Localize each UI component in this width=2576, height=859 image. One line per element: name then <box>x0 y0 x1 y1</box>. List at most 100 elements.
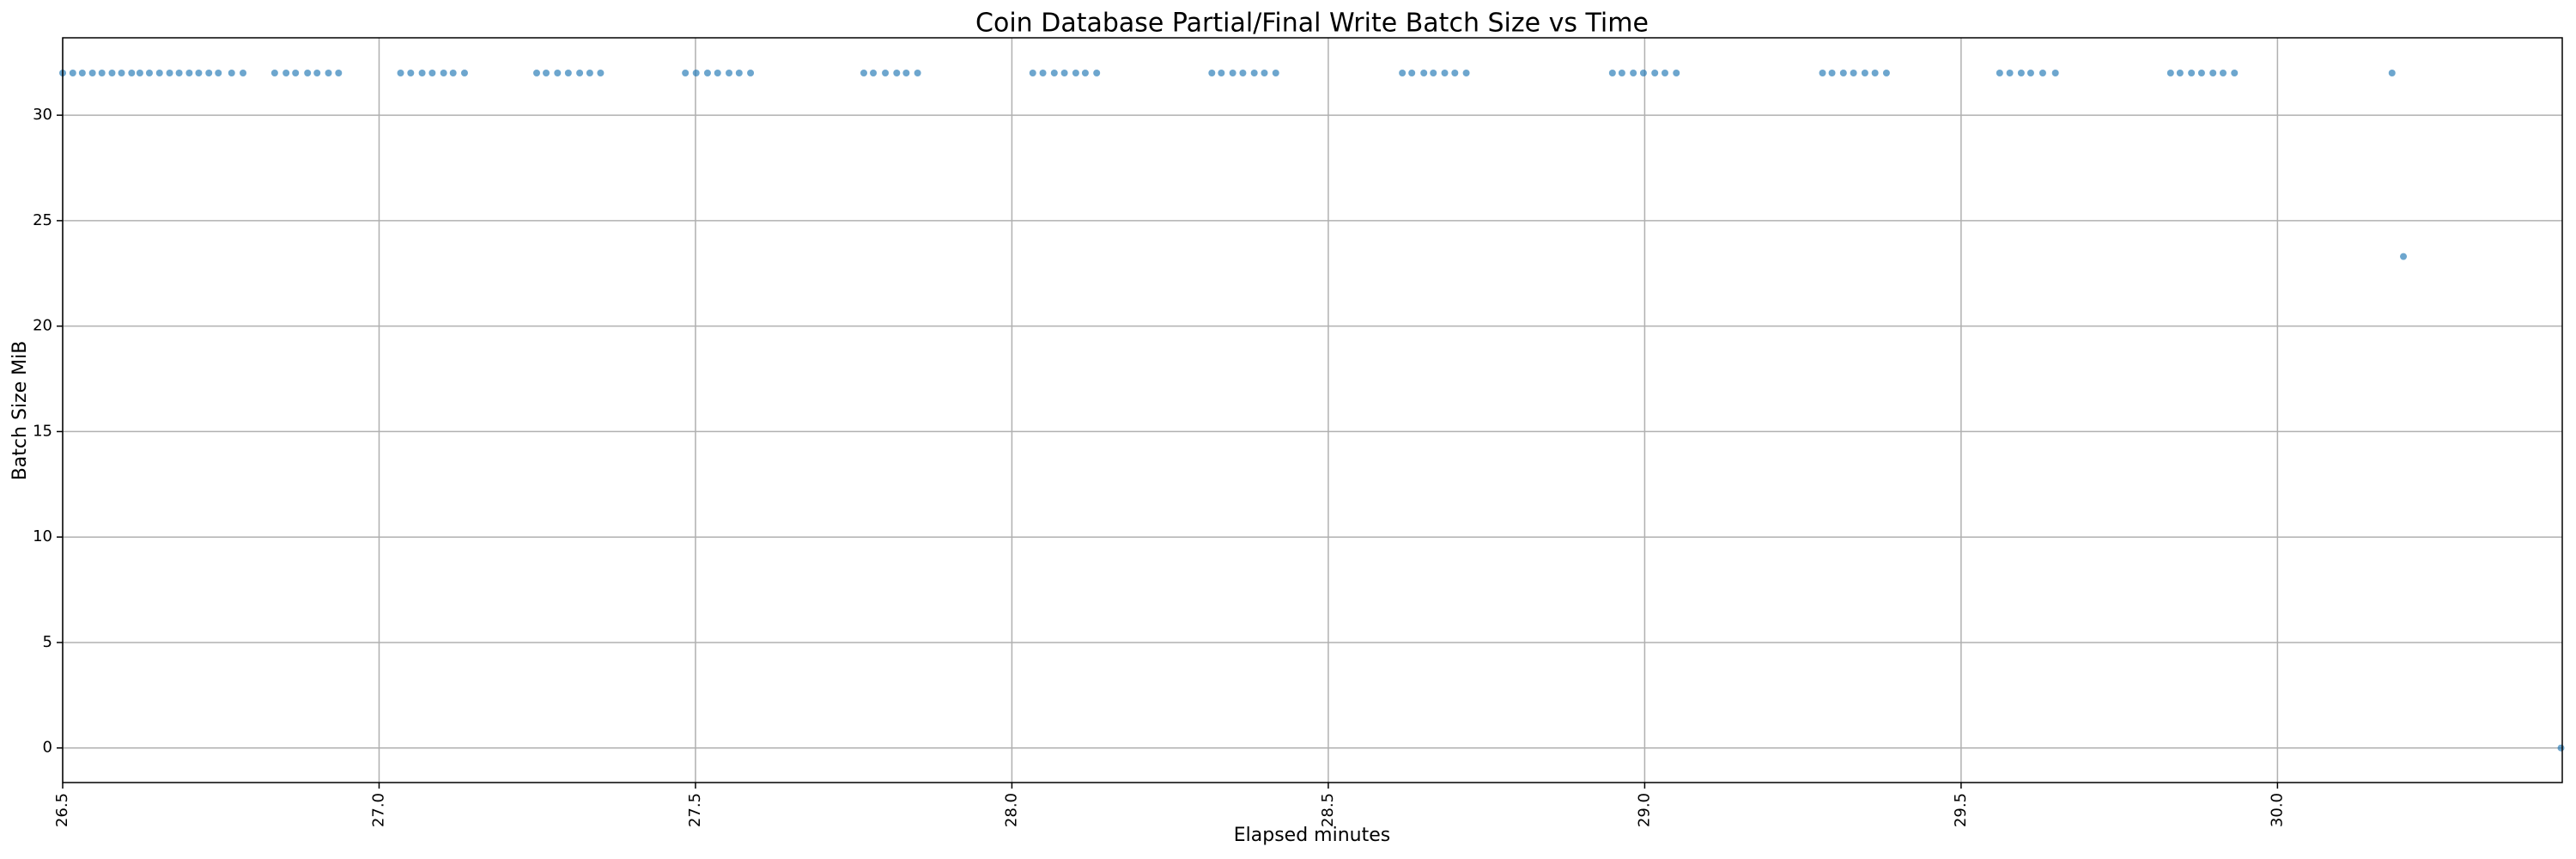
point <box>205 70 213 77</box>
y-tick-label: 5 <box>43 633 52 651</box>
point <box>2400 253 2408 260</box>
point <box>88 70 96 77</box>
x-tick-label: 27.5 <box>686 793 704 827</box>
point <box>1861 70 1868 77</box>
point <box>1408 70 1416 77</box>
point <box>1430 70 1437 77</box>
point <box>2209 70 2217 77</box>
y-tick-label: 10 <box>33 527 52 545</box>
point <box>283 70 290 77</box>
point <box>2006 70 2014 77</box>
ticks: 0 5 10 15 20 25 30 26.5 27.0 27.5 28.0 28.5 29.0 29.5… <box>33 106 2286 827</box>
point <box>1828 70 1836 77</box>
point <box>586 70 593 77</box>
y-tick-label: 15 <box>33 422 52 440</box>
point <box>440 70 447 77</box>
points <box>59 70 2565 752</box>
point <box>1850 70 1857 77</box>
point <box>1608 70 1616 77</box>
point <box>195 70 203 77</box>
point <box>1819 70 1826 77</box>
point <box>313 70 321 77</box>
chart-title: Coin Database Partial/Final Write Batch … <box>975 9 1649 39</box>
point <box>1673 70 1680 77</box>
point <box>1618 70 1625 77</box>
point <box>2176 70 2184 77</box>
point <box>2231 70 2239 77</box>
point <box>78 70 86 77</box>
point <box>1250 70 1258 77</box>
point <box>270 70 278 77</box>
point <box>1630 70 1637 77</box>
x-tick-label: 28.0 <box>1002 793 1020 827</box>
point <box>1081 70 1089 77</box>
point <box>428 70 436 77</box>
point <box>860 70 867 77</box>
point <box>726 70 733 77</box>
point <box>325 70 332 77</box>
point <box>870 70 878 77</box>
point <box>1050 70 1058 77</box>
point <box>735 70 743 77</box>
point <box>1218 70 1225 77</box>
x-axis-label: Elapsed minutes <box>1234 825 1390 846</box>
point <box>692 70 700 77</box>
point <box>902 70 910 77</box>
point <box>145 70 153 77</box>
point <box>407 70 415 77</box>
x-tick-label: 27.0 <box>369 793 387 827</box>
point <box>882 70 890 77</box>
point <box>69 70 76 77</box>
point <box>2166 70 2174 77</box>
point <box>532 70 540 77</box>
point <box>1399 70 1406 77</box>
point <box>2219 70 2227 77</box>
point <box>155 70 163 77</box>
point <box>714 70 721 77</box>
point <box>682 70 690 77</box>
point <box>1441 70 1449 77</box>
y-axis-label: Batch Size MiB <box>9 341 31 481</box>
x-tick-label: 26.5 <box>53 793 71 827</box>
point <box>1661 70 1668 77</box>
point <box>397 70 404 77</box>
point <box>166 70 173 77</box>
point <box>1239 70 1247 77</box>
y-tick-label: 30 <box>33 106 52 124</box>
point <box>98 70 106 77</box>
point <box>2038 70 2046 77</box>
x-tick-label: 28.5 <box>1319 793 1337 827</box>
point <box>460 70 468 77</box>
point <box>136 70 143 77</box>
point <box>564 70 572 77</box>
point <box>703 70 711 77</box>
point <box>292 70 300 77</box>
point <box>215 70 222 77</box>
point <box>1996 70 2003 77</box>
point <box>1208 70 1216 77</box>
point <box>1651 70 1659 77</box>
point <box>2051 70 2059 77</box>
point <box>1639 70 1647 77</box>
point <box>1029 70 1036 77</box>
point <box>418 70 426 77</box>
point <box>185 70 193 77</box>
point <box>893 70 901 77</box>
point <box>118 70 125 77</box>
x-tick-label: 29.5 <box>1952 793 1970 827</box>
point <box>2388 70 2396 77</box>
point <box>1882 70 1890 77</box>
point <box>1272 70 1279 77</box>
y-tick-label: 0 <box>43 739 52 757</box>
point <box>1451 70 1459 77</box>
point <box>747 70 755 77</box>
point <box>335 70 343 77</box>
x-tick-label: 29.0 <box>1635 793 1653 827</box>
point <box>914 70 921 77</box>
point <box>175 70 183 77</box>
y-tick-label: 25 <box>33 211 52 229</box>
point <box>2557 744 2565 752</box>
point <box>2197 70 2205 77</box>
point <box>2188 70 2196 77</box>
